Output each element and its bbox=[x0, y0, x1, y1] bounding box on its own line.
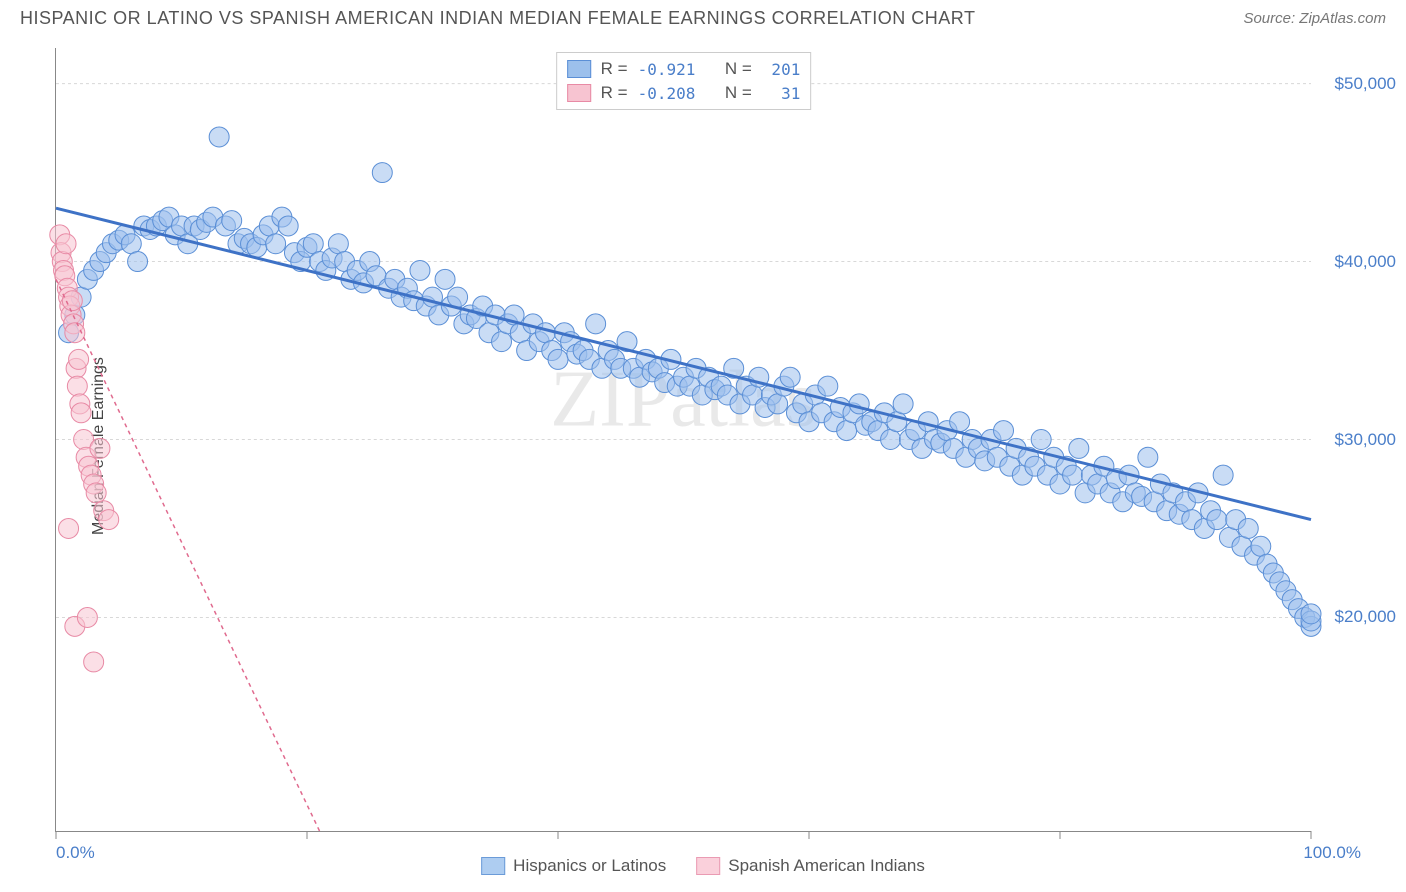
chart-title: HISPANIC OR LATINO VS SPANISH AMERICAN I… bbox=[20, 8, 975, 29]
legend-item: Hispanics or Latinos bbox=[481, 856, 666, 876]
x-tick-label: 0.0% bbox=[56, 843, 95, 863]
x-tick-label: 100.0% bbox=[1303, 843, 1361, 863]
y-tick-label: $20,000 bbox=[1335, 607, 1396, 627]
y-tick-label: $50,000 bbox=[1335, 74, 1396, 94]
legend-label: Spanish American Indians bbox=[728, 856, 925, 876]
chart-svg bbox=[56, 48, 1311, 831]
legend-label: Hispanics or Latinos bbox=[513, 856, 666, 876]
y-tick-label: $40,000 bbox=[1335, 252, 1396, 272]
legend-swatch bbox=[481, 857, 505, 875]
source-label: Source: ZipAtlas.com bbox=[1243, 10, 1386, 27]
legend-swatch bbox=[696, 857, 720, 875]
stats-legend-row: R = -0.921 N = 201 bbox=[567, 57, 801, 81]
chart-plot-area: ZIPatlas R = -0.921 N = 201R = -0.208 N … bbox=[55, 48, 1311, 832]
series-legend: Hispanics or Latinos Spanish American Ind… bbox=[481, 856, 925, 876]
legend-item: Spanish American Indians bbox=[696, 856, 925, 876]
y-tick-label: $30,000 bbox=[1335, 430, 1396, 450]
stats-legend-row: R = -0.208 N = 31 bbox=[567, 81, 801, 105]
stats-legend: R = -0.921 N = 201R = -0.208 N = 31 bbox=[556, 52, 812, 110]
